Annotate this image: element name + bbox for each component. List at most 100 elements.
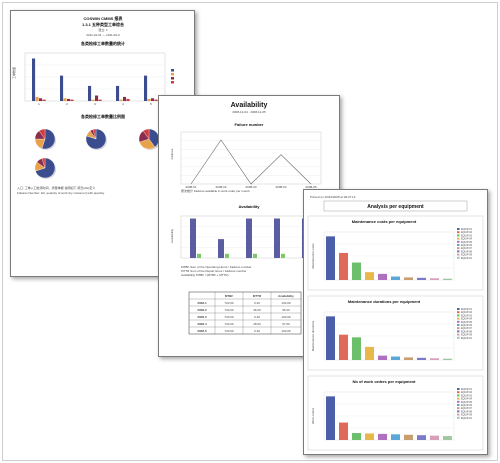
legend-mttr: MTTR Sum of the Repair times / Failures … <box>181 269 247 273</box>
line-chart-ylabel: Failures <box>170 148 174 159</box>
bar <box>326 396 335 440</box>
legend-label: EQUIP-04 <box>461 238 473 241</box>
chart-ylabel: Maintenance costs <box>311 243 315 269</box>
bar <box>123 96 127 101</box>
table-cell: 0.40 <box>254 329 260 333</box>
table-cell: 36.00 <box>253 308 261 312</box>
equipment-chart-2: Maintenance durations per equipment Maint… <box>307 295 484 371</box>
bar <box>378 273 387 280</box>
legend-swatch <box>457 330 460 333</box>
tick-label: 2008-03 <box>245 185 256 189</box>
bar <box>274 218 280 258</box>
bar <box>154 99 158 101</box>
pie-slice <box>38 128 46 140</box>
bar <box>404 434 413 440</box>
bar <box>95 95 99 101</box>
bar <box>63 98 67 101</box>
bar <box>417 357 426 360</box>
legend-label: EQUIP-09 <box>461 334 473 337</box>
legend-availability: Availability MTBF / (MTBF + MTTR) <box>181 273 229 277</box>
report-page-work-order-summary[interactable]: COSWIN CMMS 报表 1.3.1 五种类型工单综合 建立: 1 2011… <box>10 10 195 277</box>
legend-label: EQUIP-03 <box>461 394 473 397</box>
tick-label: 2008-04 <box>275 185 286 189</box>
failure-line <box>190 139 312 185</box>
legend-swatch <box>457 314 460 317</box>
legend-swatch <box>457 327 460 330</box>
availability-table: MTBF MTTR Availability 2008-1 720.00 0.40 100.… <box>188 291 302 335</box>
legend-swatch <box>457 410 460 413</box>
table-cell: 95.20 <box>282 308 290 312</box>
bar <box>339 422 348 440</box>
pie-slice <box>41 157 46 169</box>
legend-label: EQUIP-01 <box>461 228 473 231</box>
legend-label: EQUIP-03 <box>461 234 473 237</box>
legend-swatch <box>457 253 460 256</box>
line-chart-failures: 2008-01 2008-02 2008-03 2008-04 2008-05 <box>180 131 322 189</box>
legend-label: EQUIP-08 <box>461 250 473 253</box>
tick-label: 2008-01 <box>185 185 196 189</box>
table-header-cell: MTBF <box>225 294 233 298</box>
legend-label: EQUIP-02 <box>461 391 473 394</box>
report-page-2-canvas: Availability 2008-12-04 · 2008-12-05 Fai… <box>170 102 322 335</box>
bar <box>60 75 64 101</box>
tick-label: 5 <box>150 102 152 106</box>
bar <box>246 218 252 258</box>
bar <box>326 316 335 360</box>
bar <box>391 434 400 440</box>
bar <box>151 98 155 101</box>
availability-title: Availability <box>231 102 268 109</box>
report-dates: 2011-01-01 — 2011-09-0 <box>86 33 120 37</box>
bar <box>443 278 452 280</box>
analysis-title-box <box>323 200 468 212</box>
table-cell: 720.00 <box>224 308 234 312</box>
printed-on-line: Printed on 10/22/2008 at 09:47:13 <box>310 195 356 199</box>
bar <box>225 253 229 258</box>
legend-label: EQUIP-09 <box>461 414 473 417</box>
legend-swatch <box>171 77 174 80</box>
legend-swatch <box>457 388 460 390</box>
legend-swatch <box>457 416 460 419</box>
bar-chart-title: 各类检修工单数量的统计 <box>80 40 125 46</box>
report-page-1-canvas: COSWIN CMMS 报表 1.3.1 五种类型工单综合 建立: 1 2011… <box>11 15 174 195</box>
bar-chart-legend <box>171 69 174 84</box>
legend-swatch <box>457 311 460 314</box>
table-cell: 100.00 <box>281 301 291 305</box>
bar <box>91 99 95 101</box>
report-page-analysis-per-equipment[interactable]: Printed on 10/22/2008 at 09:47:13 Analys… <box>303 189 488 455</box>
table-cell: 0.40 <box>254 315 260 319</box>
legend-swatch <box>457 394 460 397</box>
chart-title: Maintenance costs per equipment <box>352 219 417 224</box>
legend-swatch <box>171 73 174 76</box>
equipment-charts: Maintenance costs per equipment Maintenan… <box>307 215 484 451</box>
availability-date-line: 2008-12-04 · 2008-12-05 <box>232 110 266 114</box>
table-cell: 28.00 <box>253 322 261 326</box>
bar <box>391 276 400 280</box>
legend-label: EQUIP-08 <box>461 330 473 333</box>
bar <box>430 358 439 360</box>
equipment-chart-1: Maintenance costs per equipment Maintenan… <box>307 215 484 291</box>
analysis-title: Analysis per equipment <box>367 204 424 210</box>
bar <box>326 236 335 280</box>
legend-swatch <box>457 320 460 323</box>
legend-label: EQUIP-10 <box>461 417 473 420</box>
legend-label: EQUIP-04 <box>461 318 473 321</box>
legend-swatch <box>457 308 460 310</box>
table-cell: 97.00 <box>282 322 290 326</box>
legend-mtbf: MTBF Sum of the Operating Hours / Failur… <box>181 265 252 269</box>
chart-title: Maintenance durations per equipment <box>348 299 421 304</box>
legend-swatch <box>457 336 460 339</box>
legend-swatch <box>457 400 460 403</box>
tick-label: 2 <box>66 102 68 106</box>
report-page-3-canvas: Printed on 10/22/2008 at 09:47:13 Analys… <box>307 195 484 451</box>
pie-slice <box>92 128 97 140</box>
pie-slice <box>41 128 56 150</box>
report-subtitle: 1.3.1 五种类型工单综合 <box>82 21 124 27</box>
bar <box>430 435 439 440</box>
legend-swatch <box>457 404 460 406</box>
legend-swatch <box>171 81 174 84</box>
legend-swatch <box>457 333 460 336</box>
legend-swatch <box>457 317 460 320</box>
legend-swatch <box>171 69 174 72</box>
bar <box>116 85 120 101</box>
bar <box>190 218 196 258</box>
